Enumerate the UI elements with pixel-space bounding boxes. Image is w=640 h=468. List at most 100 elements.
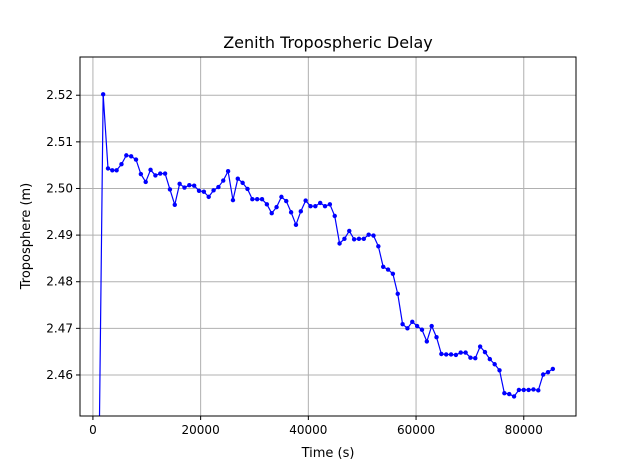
data-point bbox=[351, 237, 357, 242]
data-point bbox=[444, 352, 449, 357]
data-point bbox=[521, 387, 526, 393]
data-point bbox=[254, 197, 260, 202]
data-point bbox=[381, 264, 386, 270]
data-point bbox=[230, 197, 236, 203]
data-point bbox=[138, 171, 144, 177]
data-point bbox=[361, 236, 367, 242]
data-point bbox=[434, 335, 439, 340]
x-tick-label: 80000 bbox=[505, 423, 543, 437]
data-point bbox=[225, 169, 231, 174]
plot-frame bbox=[79, 56, 577, 417]
data-point bbox=[526, 387, 531, 393]
data-point bbox=[337, 241, 342, 246]
data-point bbox=[274, 204, 279, 210]
data-point bbox=[303, 198, 308, 203]
data-point bbox=[269, 210, 274, 216]
data-point bbox=[182, 185, 187, 190]
data-point bbox=[395, 291, 400, 297]
data-point bbox=[419, 327, 425, 332]
y-tick-label: 2.48 bbox=[46, 275, 73, 289]
data-point bbox=[264, 202, 270, 207]
y-tick-label: 2.46 bbox=[46, 368, 73, 382]
data-point bbox=[482, 349, 488, 355]
data-point bbox=[148, 167, 153, 173]
x-tick-label: 0 bbox=[89, 423, 97, 437]
data-point bbox=[507, 391, 512, 397]
data-point bbox=[250, 197, 255, 202]
data-point bbox=[153, 173, 158, 178]
data-point bbox=[497, 368, 502, 373]
data-point bbox=[376, 244, 381, 249]
data-point bbox=[502, 390, 507, 396]
y-tick-label: 2.47 bbox=[46, 321, 73, 335]
data-point bbox=[439, 351, 444, 357]
series-layer bbox=[98, 92, 556, 416]
data-point bbox=[414, 323, 420, 329]
axis-ticks: 0 20000 40000 60000 80000 2.46 2.47 2.48 2.49 2.5… bbox=[46, 88, 543, 437]
chart-title: Zenith Tropospheric Delay bbox=[223, 33, 433, 52]
plot-border bbox=[79, 56, 577, 417]
data-point bbox=[545, 369, 551, 375]
data-point bbox=[536, 388, 541, 393]
data-point bbox=[284, 198, 289, 204]
data-point bbox=[342, 236, 347, 242]
data-point bbox=[105, 166, 111, 171]
data-point bbox=[119, 162, 124, 167]
data-point bbox=[221, 178, 226, 183]
y-axis-label: Troposphere (m) bbox=[19, 183, 34, 291]
data-point bbox=[531, 387, 536, 392]
x-tick-label: 60000 bbox=[397, 423, 435, 437]
grid-lines bbox=[80, 57, 576, 416]
series-clip-group bbox=[98, 92, 556, 416]
data-point bbox=[477, 344, 483, 349]
data-point bbox=[216, 184, 221, 190]
data-point bbox=[191, 183, 197, 188]
data-point bbox=[293, 222, 299, 228]
data-point bbox=[473, 355, 478, 361]
x-tick-label: 40000 bbox=[289, 423, 327, 437]
data-point bbox=[468, 355, 473, 360]
data-point bbox=[124, 153, 129, 158]
data-point bbox=[240, 180, 245, 186]
data-point bbox=[453, 352, 459, 358]
data-point bbox=[245, 186, 250, 192]
y-tick-label: 2.50 bbox=[46, 181, 73, 195]
data-point bbox=[487, 356, 493, 362]
data-point bbox=[196, 188, 202, 194]
y-tick-label: 2.49 bbox=[46, 228, 73, 242]
data-point bbox=[410, 319, 415, 325]
data-point bbox=[492, 362, 497, 367]
data-point bbox=[429, 323, 434, 329]
data-point bbox=[448, 352, 454, 357]
data-point bbox=[201, 189, 207, 194]
data-point bbox=[288, 210, 294, 215]
data-point bbox=[327, 202, 333, 207]
data-point bbox=[356, 236, 362, 242]
data-point bbox=[322, 203, 328, 209]
x-axis-label: Time (s) bbox=[301, 446, 355, 461]
data-point bbox=[279, 194, 284, 200]
data-point bbox=[100, 92, 106, 97]
data-point bbox=[317, 200, 323, 206]
data-point bbox=[110, 168, 115, 173]
data-point bbox=[158, 171, 163, 176]
data-point bbox=[162, 171, 168, 176]
data-point bbox=[347, 228, 352, 234]
data-point bbox=[187, 183, 192, 188]
data-point bbox=[550, 366, 556, 372]
data-point bbox=[308, 203, 313, 209]
data-point bbox=[371, 233, 376, 238]
data-point bbox=[128, 154, 134, 159]
data-point bbox=[511, 394, 517, 399]
data-point bbox=[366, 232, 371, 237]
data-point bbox=[114, 168, 119, 173]
y-tick-label: 2.52 bbox=[46, 88, 73, 102]
data-point bbox=[540, 372, 546, 377]
data-point bbox=[206, 194, 211, 200]
x-tick-label: 20000 bbox=[182, 423, 220, 437]
data-point bbox=[332, 213, 337, 219]
data-point bbox=[458, 350, 463, 355]
data-point bbox=[390, 271, 396, 276]
data-point bbox=[313, 203, 318, 209]
